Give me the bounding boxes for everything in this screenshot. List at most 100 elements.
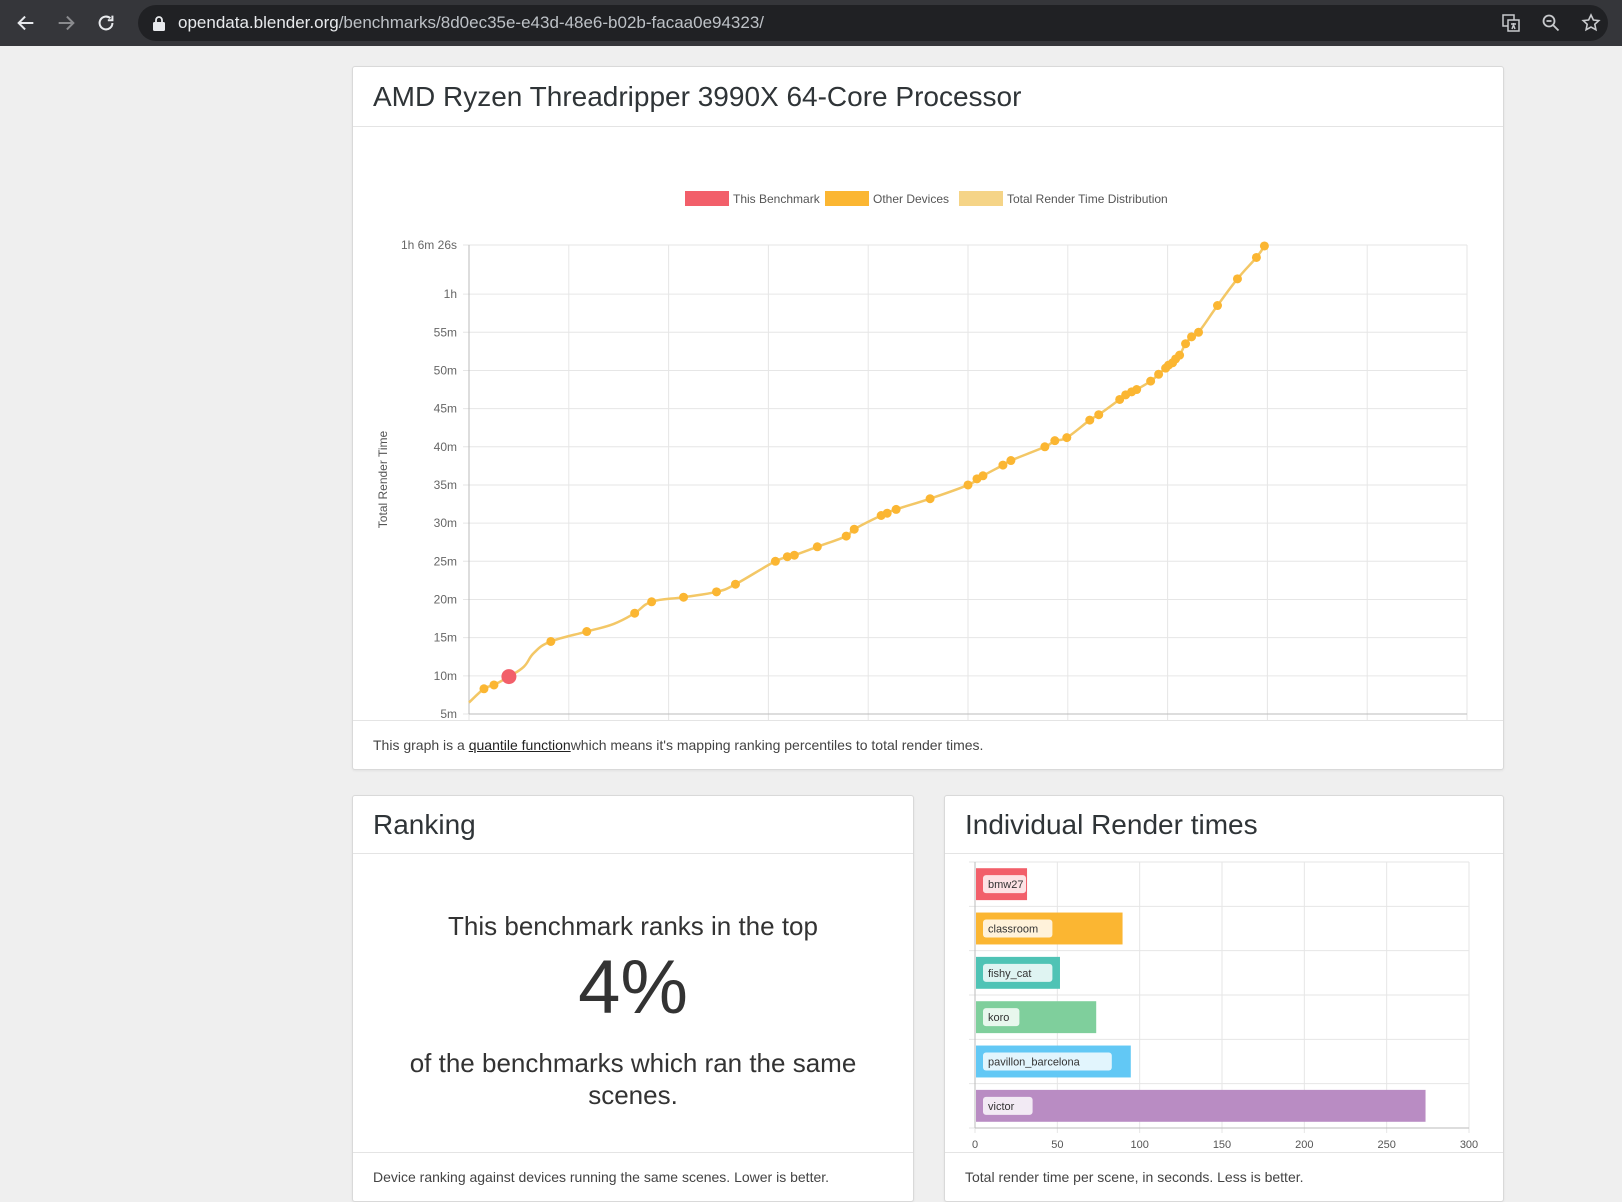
- other-device-point: [1006, 456, 1016, 466]
- other-device-point: [1181, 339, 1191, 349]
- y-tick-label: 5m: [440, 707, 457, 720]
- other-device-point: [1175, 350, 1185, 360]
- bar-label: classroom: [988, 924, 1038, 936]
- y-axis-title: Total Render Time: [376, 430, 390, 528]
- other-device-point: [1194, 327, 1204, 337]
- y-tick-label: 45m: [434, 402, 457, 416]
- url-path: /benchmarks/8d0ec35e-e43d-48e6-b02b-faca…: [338, 13, 765, 32]
- legend-label: Total Render Time Distribution: [1007, 192, 1168, 206]
- y-tick-label: 35m: [434, 478, 457, 492]
- this-benchmark-point: [501, 669, 517, 685]
- other-device-point: [1259, 241, 1269, 251]
- other-device-point: [1187, 332, 1197, 342]
- url-text[interactable]: opendata.blender.org/benchmarks/8d0ec35e…: [178, 13, 764, 33]
- other-device-point: [1050, 436, 1060, 446]
- zoom-icon[interactable]: [1540, 12, 1562, 34]
- bar-label-bg: [983, 919, 1053, 938]
- bar-label: koro: [988, 1012, 1009, 1024]
- back-arrow-icon[interactable]: [6, 0, 46, 46]
- x-tick-label: 100: [1130, 1139, 1148, 1151]
- quantile-function-link[interactable]: quantile function: [468, 737, 571, 753]
- bar-victor: [976, 1089, 1426, 1122]
- bookmark-star-icon[interactable]: [1580, 12, 1602, 34]
- other-device-point: [849, 524, 859, 534]
- other-device-point: [1154, 369, 1164, 379]
- y-tick-label: 50m: [434, 363, 457, 377]
- y-tick-label: 55m: [434, 325, 457, 339]
- legend-swatch: [825, 191, 869, 206]
- other-device-point: [1213, 301, 1222, 311]
- bar-label: victor: [988, 1101, 1015, 1113]
- footer-suffix: which means it's mapping ranking percent…: [570, 737, 984, 753]
- x-tick-label: 150: [1213, 1139, 1231, 1151]
- browser-toolbar: opendata.blender.org/benchmarks/8d0ec35e…: [0, 0, 1622, 46]
- other-device-point: [647, 597, 657, 607]
- x-tick-label: 300: [1460, 1139, 1478, 1151]
- other-device-point: [712, 587, 722, 597]
- other-device-point: [582, 627, 592, 637]
- x-tick-label: 0: [972, 1139, 978, 1151]
- ranking-footer-text: Device ranking against devices running t…: [373, 1169, 830, 1185]
- bar-label-bg: [983, 963, 1053, 982]
- reload-icon[interactable]: [86, 0, 126, 46]
- address-bar[interactable]: opendata.blender.org/benchmarks/8d0ec35e…: [138, 5, 1608, 41]
- footer-prefix: This graph is a: [373, 737, 465, 753]
- render-times-footer-text: Total render time per scene, in seconds.…: [965, 1169, 1304, 1185]
- bar-label-bg: [983, 1096, 1033, 1115]
- card-header: AMD Ryzen Threadripper 3990X 64-Core Pro…: [353, 67, 1503, 127]
- card-header: Individual Render times: [945, 796, 1503, 854]
- ranking-percent: 4%: [578, 945, 688, 1030]
- other-device-point: [998, 460, 1008, 470]
- bar-label: bmw27: [988, 879, 1023, 891]
- legend-swatch: [959, 191, 1003, 206]
- y-tick-label: 25m: [434, 554, 457, 568]
- other-device-point: [963, 480, 973, 490]
- other-device-point: [925, 494, 935, 504]
- other-device-point: [1132, 385, 1142, 395]
- chart-footer: This graph is a quantile function which …: [353, 720, 1503, 769]
- render-times-card: Individual Render times 0 50 100 150 200 250 3…: [944, 795, 1504, 1202]
- other-device-point: [789, 550, 799, 560]
- other-device-point: [479, 684, 489, 694]
- other-device-point: [546, 636, 556, 646]
- y-tick-label: 30m: [434, 516, 457, 530]
- bar-label: fishy_cat: [988, 968, 1031, 980]
- x-tick-label: 200: [1295, 1139, 1313, 1151]
- y-tick-label: 15m: [434, 631, 457, 645]
- bar-label-bg: [983, 875, 1026, 894]
- legend-swatch: [685, 191, 729, 206]
- other-device-point: [1085, 415, 1095, 425]
- other-device-point: [730, 579, 740, 589]
- y-tick-label: 40m: [434, 440, 457, 454]
- ranking-card: Ranking This benchmark ranks in the top …: [352, 795, 914, 1202]
- x-tick-label: 50: [1051, 1139, 1063, 1151]
- forward-arrow-icon[interactable]: [46, 0, 86, 46]
- other-device-point: [1062, 433, 1072, 443]
- ranking-line-2: of the benchmarks which ran the same sce…: [409, 1048, 857, 1110]
- other-device-point: [679, 592, 689, 602]
- other-device-point: [1094, 410, 1104, 420]
- x-tick-label: 250: [1377, 1139, 1395, 1151]
- y-tick-label: 1h: [444, 287, 457, 301]
- other-device-point: [1251, 252, 1261, 262]
- card-header: Ranking: [353, 796, 913, 854]
- ranking-title: Ranking: [373, 808, 476, 840]
- other-device-point: [782, 552, 792, 562]
- lock-icon: [152, 15, 166, 31]
- translate-icon[interactable]: [1500, 12, 1522, 34]
- other-device-point: [882, 508, 892, 518]
- other-device-point: [1040, 442, 1050, 452]
- other-device-point: [1232, 274, 1242, 284]
- legend-label: Other Devices: [873, 192, 949, 206]
- legend-label: This Benchmark: [733, 192, 821, 206]
- y-tick-label: 20m: [434, 592, 457, 606]
- benchmark-chart-card: AMD Ryzen Threadripper 3990X 64-Core Pro…: [352, 66, 1504, 770]
- render-times-footer: Total render time per scene, in seconds.…: [945, 1152, 1503, 1201]
- other-device-point: [489, 680, 499, 690]
- other-device-point: [978, 471, 988, 481]
- y-tick-label: 10m: [434, 669, 457, 683]
- other-device-point: [841, 531, 851, 541]
- other-device-point: [891, 504, 901, 514]
- quantile-chart: 0%10%20%30%40%50%60%70%80%90%100%5m10m15…: [376, 191, 1468, 720]
- other-device-point: [812, 542, 822, 552]
